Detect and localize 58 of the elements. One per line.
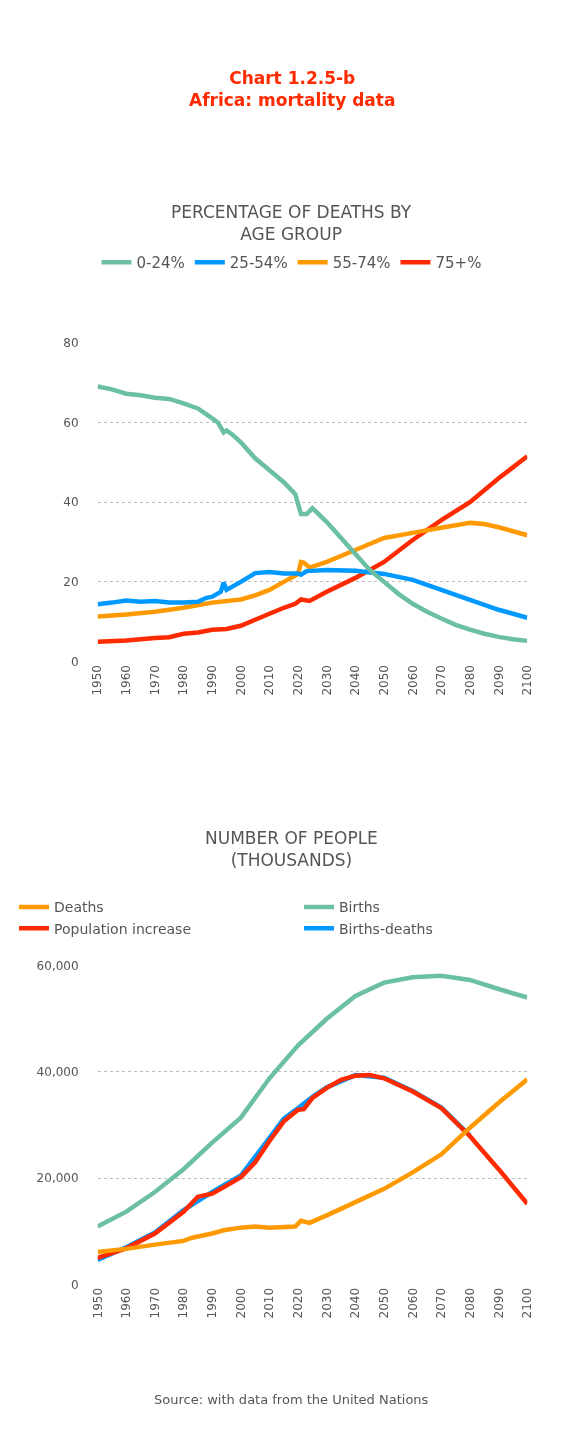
chart-title: NUMBER OF PEOPLE (THOUSANDS) (205, 828, 378, 871)
x-tick-label: 2010 (262, 665, 277, 696)
x-tick-label: 2070 (434, 665, 449, 696)
x-tick-label: 2000 (233, 1287, 248, 1319)
x-tick-label: 2030 (319, 1287, 334, 1319)
y-tick-label: 20 (63, 575, 79, 590)
y-tick-label: 40 (63, 495, 79, 510)
chart-title: Chart 1.2.5-b Africa: mortality data (189, 68, 396, 111)
x-tick-label: 1970 (147, 1287, 162, 1319)
y-tick-label: 80 (63, 335, 79, 350)
x-tick-label: 2090 (491, 665, 506, 696)
legend-label: Births-deaths (339, 920, 433, 937)
legend-label: 55-74% (332, 254, 391, 273)
x-tick-label: 1980 (176, 665, 191, 696)
legend-label: 0-24% (136, 254, 185, 273)
x-tick-label: 2040 (348, 665, 363, 696)
x-tick-label: 1990 (205, 1287, 220, 1319)
x-tick-label: 1950 (90, 1287, 105, 1319)
x-tick-label: 2050 (376, 665, 391, 696)
x-tick-label: 2050 (376, 1287, 391, 1319)
y-tick-label: 0 (70, 654, 79, 669)
x-tick-label: 1990 (205, 665, 220, 696)
line-series (97, 973, 528, 1229)
x-tick-label: 1960 (119, 665, 134, 696)
x-tick-label: 2090 (491, 1287, 506, 1319)
x-tick-label: 2060 (405, 1287, 420, 1319)
y-tick-label: 0 (70, 1277, 79, 1292)
legend-label: 75+% (435, 254, 482, 273)
x-tick-label: 1970 (147, 665, 162, 696)
x-tick-label: 2010 (262, 1287, 277, 1319)
line-series (97, 454, 528, 644)
x-tick-label: 2080 (462, 665, 477, 696)
source-note: Source: with data from the United Nations (154, 1392, 429, 1407)
line-series (97, 567, 528, 620)
y-tick-label: 40,000 (36, 1065, 79, 1080)
line-series (97, 520, 528, 619)
x-tick-label: 2020 (291, 665, 306, 696)
x-tick-label: 2000 (233, 665, 248, 696)
line-series (97, 384, 528, 644)
x-tick-label: 2040 (348, 1287, 363, 1319)
x-tick-label: 2060 (405, 665, 420, 696)
legend-label: 25-54% (229, 254, 288, 273)
y-tick-label: 20,000 (36, 1171, 79, 1186)
legend-label: Population increase (54, 920, 192, 937)
x-tick-label: 2100 (520, 1287, 535, 1319)
x-tick-label: 1960 (119, 1287, 134, 1319)
chart-subtitle: PERCENTAGE OF DEATHS BY AGE GROUP (171, 202, 412, 245)
y-tick-label: 60 (63, 415, 79, 430)
x-tick-label: 2030 (319, 665, 334, 696)
y-tick-label: 60,000 (36, 958, 79, 973)
x-tick-label: 2070 (434, 1287, 449, 1319)
legend-label: Deaths (54, 899, 104, 916)
x-tick-label: 1950 (90, 665, 105, 696)
x-tick-label: 1980 (176, 1287, 191, 1319)
x-tick-label: 2080 (462, 1287, 477, 1319)
x-tick-label: 2100 (520, 665, 535, 696)
x-tick-label: 2020 (291, 1287, 306, 1319)
legend-label: Births (339, 899, 380, 916)
